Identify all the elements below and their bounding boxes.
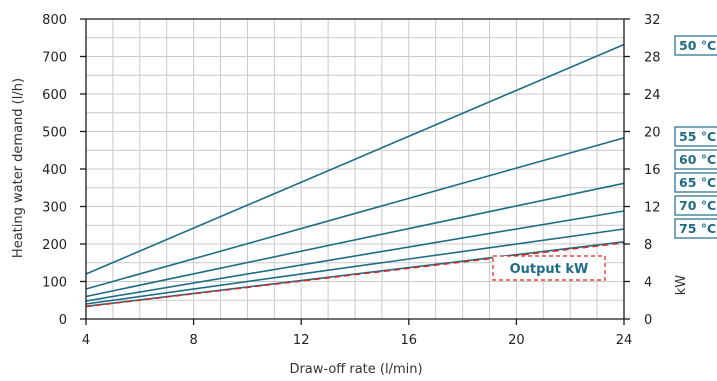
y-tick-label: 100: [42, 276, 67, 291]
series-lines: [85, 43, 625, 308]
y2-tick-label: 28: [644, 51, 661, 66]
series-line: [85, 228, 625, 305]
y-tick-label: 0: [59, 313, 67, 328]
series-label: 70 °C: [679, 198, 716, 213]
y2-tick-label: 20: [644, 126, 661, 141]
series-label-box: [674, 218, 717, 239]
output-kw-label-box: [492, 255, 606, 281]
y2-tick-label: 16: [644, 163, 661, 178]
series-label-box: [674, 195, 717, 216]
series-line: [85, 210, 625, 302]
series-line: [85, 137, 625, 290]
series-label-box: [674, 149, 717, 170]
y-tick-label: 700: [42, 51, 67, 66]
y-tick-label: 200: [42, 238, 67, 253]
y2-tick-label: 12: [644, 201, 661, 216]
x-tick-label: 4: [82, 333, 90, 348]
series-label: 60 °C: [679, 152, 716, 167]
y-tick-label: 600: [42, 88, 67, 103]
series-label-box: [674, 172, 717, 193]
x-tick-label: 12: [293, 333, 310, 348]
series-label-box: [674, 126, 717, 147]
series-line-output-kw: [85, 242, 625, 308]
series-label-box: [674, 35, 717, 56]
y-tick-label: 800: [42, 13, 67, 28]
x-axis-title: Draw-off rate (l/min): [289, 362, 422, 377]
series-label: 55 °C: [679, 129, 716, 144]
output-kw-label: Output kW: [510, 262, 589, 277]
y-tick-label: 400: [42, 163, 67, 178]
y2-tick-label: 0: [644, 313, 652, 328]
series-labels: 50 °C 55 °C 60 °C 65 °C 70 °C 75 °C Output kW: [492, 35, 717, 281]
series-label: 50 °C: [679, 38, 716, 53]
y2-tick-label: 8: [644, 238, 652, 253]
x-tick-label: 24: [616, 333, 633, 348]
y2-tick-label: 32: [644, 13, 661, 28]
y-tick-label: 300: [42, 201, 67, 216]
y2-tick-label: 4: [644, 276, 652, 291]
y-tick-label: 500: [42, 126, 67, 141]
series-label: 65 °C: [679, 175, 716, 190]
x-tick-label: 16: [401, 333, 418, 348]
series-label: 75 °C: [679, 221, 716, 236]
y2-tick-label: 24: [644, 88, 661, 103]
x-tick-label: 8: [189, 333, 197, 348]
series-line: [85, 43, 625, 275]
series-line: [85, 182, 625, 298]
x-tick-label: 20: [508, 333, 525, 348]
axes: 4 8 12 16 20 24010020030040050060070080004812…: [42, 13, 660, 348]
y-axis-title: Heating water demand (l/h): [11, 78, 26, 258]
y2-axis-title: kW: [674, 275, 689, 296]
